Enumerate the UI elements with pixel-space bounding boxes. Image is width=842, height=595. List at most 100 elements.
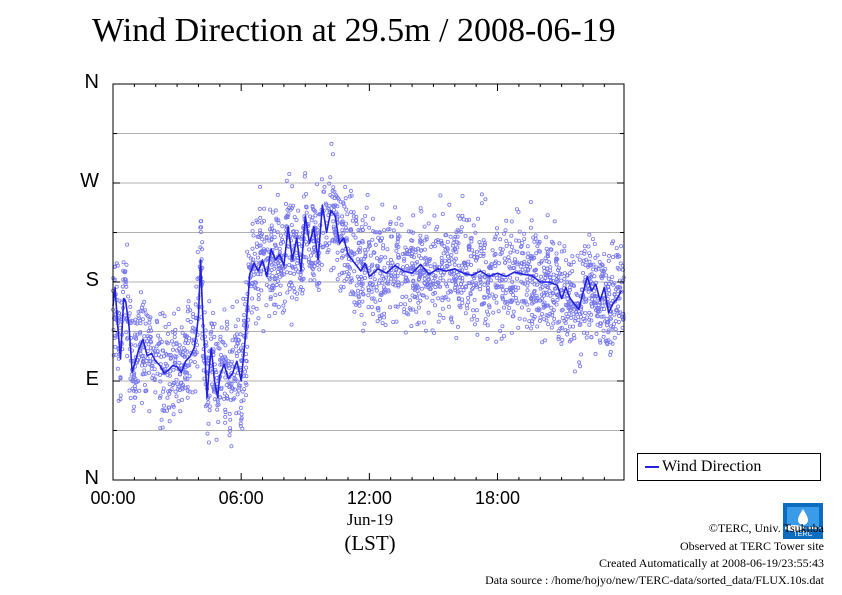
scatter-point (618, 310, 623, 315)
scatter-point (193, 302, 198, 307)
scatter-point (385, 227, 390, 232)
scatter-point (276, 263, 281, 268)
scatter-point (463, 285, 468, 290)
scatter-point (277, 292, 282, 297)
scatter-point (380, 246, 385, 251)
scatter-point (521, 298, 526, 303)
scatter-point (272, 266, 277, 271)
y-tick-label: W (80, 170, 99, 192)
scatter-point (446, 304, 451, 309)
scatter-point (372, 277, 377, 282)
scatter-point (355, 288, 360, 293)
scatter-point (298, 285, 303, 290)
scatter-point (174, 354, 179, 359)
scatter-point (440, 211, 445, 216)
scatter-point (548, 293, 553, 298)
scatter-point (391, 282, 396, 287)
scatter-point (381, 276, 386, 281)
scatter-point (492, 261, 497, 266)
scatter-point (410, 283, 415, 288)
scatter-point (568, 262, 573, 267)
scatter-point (565, 314, 570, 319)
scatter-point (128, 304, 133, 309)
scatter-point (490, 248, 495, 253)
scatter-point (478, 279, 483, 284)
scatter-point (340, 214, 345, 219)
scatter-point (185, 385, 190, 390)
scatter-point (265, 257, 270, 262)
credit-line-2: Observed at TERC Tower site (679, 539, 824, 553)
scatter-point (416, 291, 421, 296)
scatter-point (319, 177, 324, 182)
scatter-point (172, 360, 177, 365)
scatter-point (404, 263, 409, 268)
scatter-point (183, 338, 188, 343)
x-tick-label: 00:00 (90, 488, 136, 508)
scatter-point (202, 310, 207, 315)
scatter-point (136, 313, 141, 318)
scatter-point (600, 263, 605, 268)
scatter-point (308, 214, 313, 219)
scatter-point (245, 344, 250, 349)
scatter-point (292, 215, 297, 220)
scatter-point (513, 288, 518, 293)
scatter-point (167, 419, 172, 424)
scatter-point (359, 281, 364, 286)
scatter-point (238, 332, 243, 337)
scatter-point (285, 290, 290, 295)
scatter-point (592, 274, 597, 279)
scatter-point (601, 328, 606, 333)
scatter-point (457, 216, 462, 221)
scatter-point (209, 322, 214, 327)
scatter-point (540, 285, 545, 290)
scatter-point (458, 229, 463, 234)
scatter-point (411, 278, 416, 283)
scatter-point (590, 293, 595, 298)
scatter-point (296, 208, 301, 213)
scatter-point (562, 276, 567, 281)
scatter-point (172, 334, 177, 339)
scatter-point (183, 385, 188, 390)
scatter-point (443, 294, 448, 299)
scatter-point (611, 282, 616, 287)
scatter-point (162, 314, 167, 319)
scatter-point (218, 334, 223, 339)
scatter-point (267, 238, 272, 243)
scatter-point (394, 267, 399, 272)
scatter-point (554, 256, 559, 261)
scatter-point (308, 260, 313, 265)
x-date-label: Jun-19 (346, 510, 394, 529)
scatter-point (255, 255, 260, 260)
scatter-point (152, 378, 157, 383)
scatter-point (603, 338, 608, 343)
scatter-point (418, 206, 423, 211)
scatter-point (199, 257, 204, 262)
scatter-point (517, 229, 522, 234)
scatter-point (233, 377, 238, 382)
scatter-point (261, 329, 266, 334)
scatter-point (227, 366, 232, 371)
scatter-point (422, 272, 427, 277)
scatter-point (166, 389, 171, 394)
scatter-point (341, 201, 346, 206)
scatter-point (209, 321, 214, 326)
scatter-point (341, 254, 346, 259)
scatter-point (243, 393, 248, 398)
scatter-point (214, 375, 219, 380)
scatter-point (178, 409, 183, 414)
scatter-point (573, 316, 578, 321)
scatter-point (349, 276, 354, 281)
scatter-point (117, 311, 122, 316)
scatter-point (567, 339, 572, 344)
scatter-point (277, 246, 282, 251)
scatter-point (533, 233, 538, 238)
scatter-point (446, 290, 451, 295)
scatter-point (522, 317, 527, 322)
scatter-point (458, 305, 463, 310)
scatter-point (301, 194, 306, 199)
scatter-point (360, 240, 365, 245)
scatter-point (272, 310, 277, 315)
scatter-point (250, 257, 255, 262)
scatter-point (511, 309, 516, 314)
scatter-point (132, 395, 137, 400)
